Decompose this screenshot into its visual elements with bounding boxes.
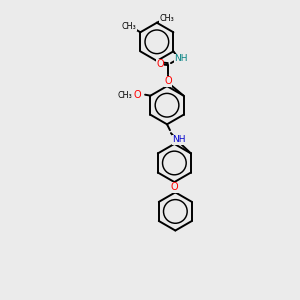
Text: NH: NH — [172, 136, 186, 145]
Text: O: O — [156, 59, 164, 69]
Text: O: O — [134, 90, 142, 100]
Text: O: O — [164, 76, 172, 86]
Text: CH₃: CH₃ — [117, 91, 132, 100]
Text: CH₃: CH₃ — [122, 22, 136, 31]
Text: O: O — [171, 182, 178, 192]
Text: CH₃: CH₃ — [160, 14, 175, 23]
Text: NH: NH — [175, 54, 188, 63]
